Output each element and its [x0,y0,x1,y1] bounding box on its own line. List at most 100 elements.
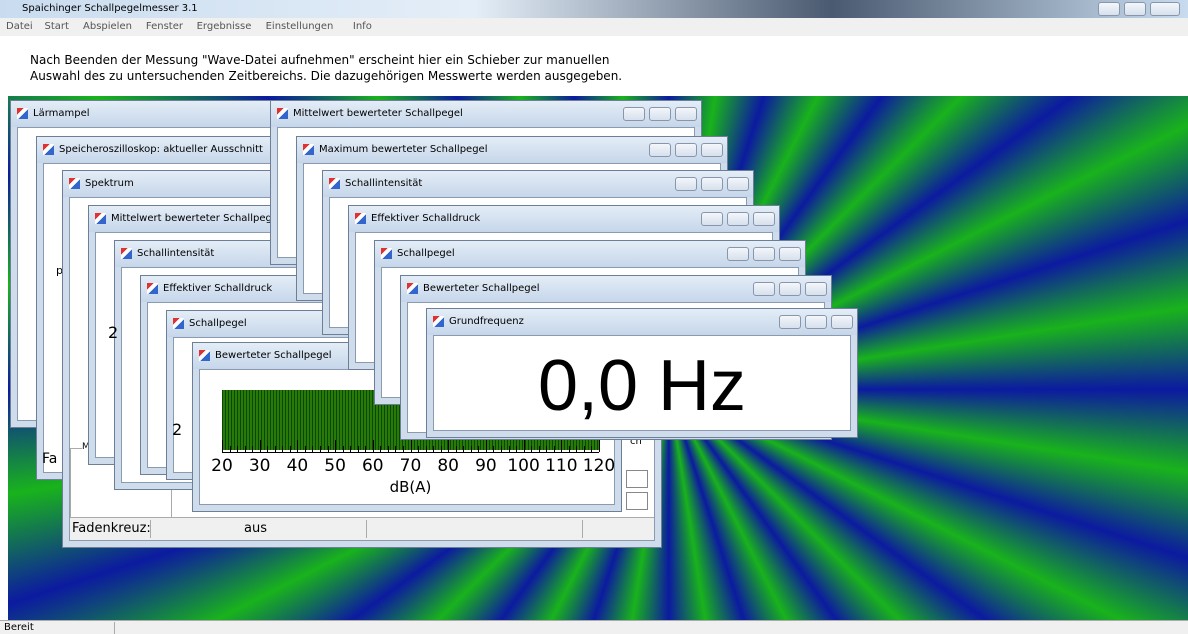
tick-mark [335,440,336,452]
status-divider [114,622,115,634]
window-icon [69,178,80,189]
info-line: Auswahl des zu untersuchenden Zeitbereic… [30,68,622,84]
minor-tick [584,446,585,452]
maximize-button[interactable] [805,315,827,329]
mdi-window: Grundfrequenz0,0 Hz [426,308,858,438]
maximize-button[interactable] [701,177,723,191]
minimize-button[interactable] [753,282,775,296]
minor-tick [395,446,396,452]
close-button[interactable] [831,315,853,329]
minor-tick [403,446,404,452]
minor-tick [433,446,434,452]
minor-tick [380,446,381,452]
minor-tick [478,446,479,452]
maximize-button[interactable] [753,247,775,261]
menu-item[interactable]: Fenster [146,21,183,32]
minor-tick [245,446,246,452]
window-icon [95,213,106,224]
menu-item[interactable]: Einstellungen [266,21,334,32]
minor-tick [290,446,291,452]
minimize-button[interactable] [675,177,697,191]
meter-axis [222,452,599,453]
minor-tick [509,446,510,452]
window-icon [147,283,158,294]
app-title: Spaichinger Schallpegelmesser 3.1 [22,3,198,14]
tick-mark [561,440,562,452]
minor-tick [418,446,419,452]
minor-tick [328,446,329,452]
close-button[interactable] [727,177,749,191]
label-fragment: 2 [108,323,118,342]
tick-label: 40 [277,456,317,476]
tick-mark [524,440,525,452]
window-icon [17,108,28,119]
window-icon [277,108,288,119]
menu-item[interactable]: Info [353,21,372,32]
status-text: Bereit [4,622,34,633]
minor-tick [312,446,313,452]
minor-tick [252,446,253,452]
minor-tick [320,446,321,452]
close-button[interactable] [701,143,723,157]
close-button[interactable] [805,282,827,296]
minimize-button[interactable] [701,212,723,226]
maximize-button[interactable] [1124,2,1146,16]
dropdown[interactable] [626,470,648,488]
tick-label: 30 [240,456,280,476]
minor-tick [516,446,517,452]
window-icon [121,248,132,259]
minor-tick [282,446,283,452]
tick-mark [222,440,223,452]
tick-label: 80 [428,456,468,476]
minor-tick [388,446,389,452]
minor-tick [305,446,306,452]
close-button[interactable] [753,212,775,226]
frequency-readout: 0,0 Hz [434,344,850,428]
minor-tick [456,446,457,452]
window-icon [173,318,184,329]
minimize-button[interactable] [649,143,671,157]
tick-mark [599,440,600,452]
minor-tick [569,446,570,452]
label-fragment: 2 [172,420,182,439]
minor-tick [343,446,344,452]
minimize-button[interactable] [727,247,749,261]
window-icon [43,144,54,155]
label-fragment: Fa [42,451,57,467]
status-bar: Bereit [0,620,1188,634]
close-button[interactable] [1150,2,1180,16]
maximize-button[interactable] [727,212,749,226]
tick-mark [297,440,298,452]
close-button[interactable] [779,247,801,261]
window-icon [329,178,340,189]
status-field: aus [244,521,267,536]
menu-item[interactable]: Ergebnisse [197,21,252,32]
menu-bar: Datei Start Abspielen Fenster Ergebnisse Eins… [0,18,1188,36]
maximize-button[interactable] [675,143,697,157]
dropdown[interactable] [626,492,648,510]
menu-item[interactable]: Abspielen [83,21,132,32]
maximize-button[interactable] [779,282,801,296]
maximize-button[interactable] [649,107,671,121]
minor-tick [539,446,540,452]
minor-tick [230,446,231,452]
menu-item[interactable]: Start [45,21,69,32]
status-divider [366,520,367,538]
minimize-button[interactable] [623,107,645,121]
unit-label: dB(A) [371,478,451,496]
minor-tick [576,446,577,452]
window-status-bar: Fadenkreuz:aus [70,517,654,540]
window-icon [381,248,392,259]
close-button[interactable] [675,107,697,121]
minimize-button[interactable] [779,315,801,329]
tick-label: 60 [353,456,393,476]
minor-tick [493,446,494,452]
info-line: Nach Beenden der Messung "Wave-Datei auf… [30,52,622,68]
window-icon [407,283,418,294]
tick-label: 70 [391,456,431,476]
minor-tick [426,446,427,452]
menu-item[interactable]: Datei [6,21,33,32]
tick-label: 110 [541,456,581,476]
minimize-button[interactable] [1098,2,1120,16]
minor-tick [501,446,502,452]
